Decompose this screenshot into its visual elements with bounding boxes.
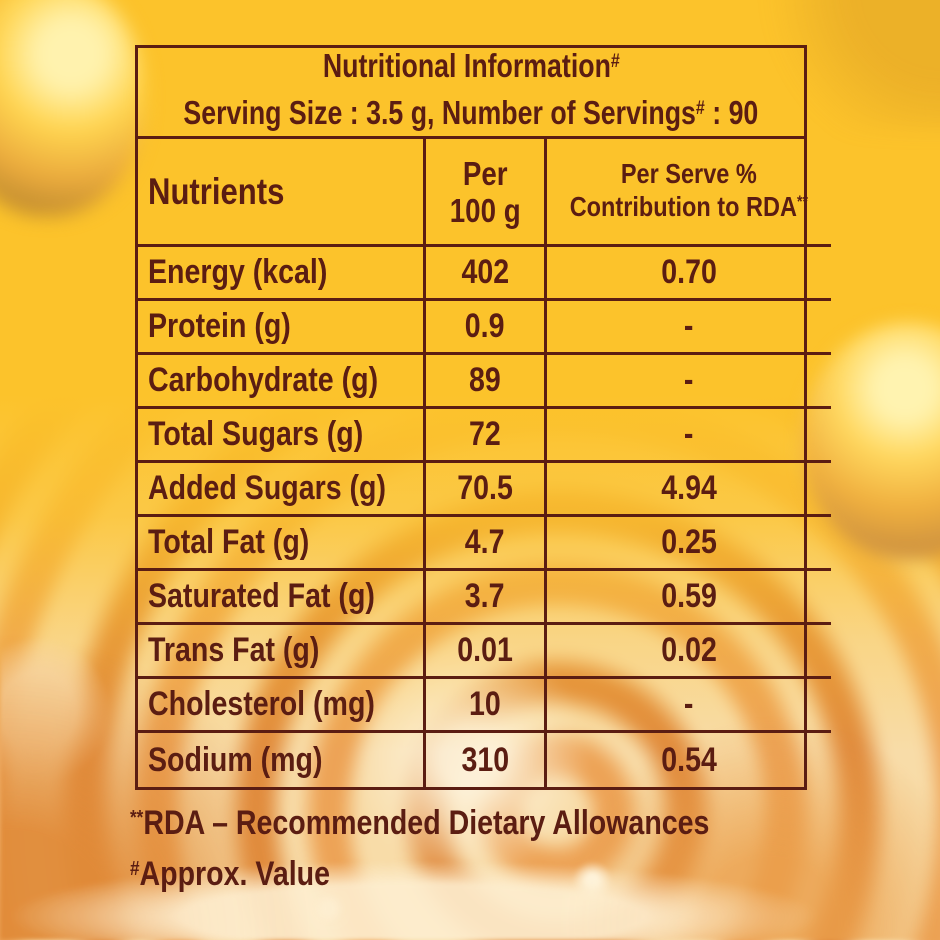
- per-100g-value: 72: [469, 415, 501, 453]
- per-100g-value: 3.7: [465, 577, 505, 615]
- serving-size-text: Serving Size : 3.5 g, Number of Servings: [183, 94, 697, 131]
- per-100g-value: 4.7: [465, 523, 505, 561]
- nutrient-name-cell: Trans Fat (g): [138, 625, 426, 679]
- rda-percent-value-cell: -: [547, 301, 831, 355]
- per-100g-header-line1: Per: [462, 154, 508, 192]
- footnote-rda-text: RDA – Recommended Dietary Allowances: [143, 804, 710, 842]
- per-100g-header-line2: 100 g: [449, 191, 521, 229]
- rda-percent-value-cell: -: [547, 409, 831, 463]
- per-100g-value: 0.01: [457, 631, 513, 669]
- nutrient-name-cell: Energy (kcal): [138, 247, 426, 301]
- rda-percent-value-cell: 0.70: [547, 247, 831, 301]
- per-100g-value: 0.9: [465, 307, 505, 345]
- serving-size-superscript: #: [696, 97, 705, 120]
- nutrient-name: Added Sugars (g): [148, 469, 387, 507]
- footnotes: **RDA – Recommended Dietary Allowances #…: [130, 800, 820, 902]
- corner-shade-top-right: [770, 0, 940, 130]
- rda-percent-value: -: [684, 685, 694, 723]
- nutrient-name-cell: Saturated Fat (g): [138, 571, 426, 625]
- rda-percent-value: 0.59: [661, 577, 717, 615]
- per-100g-value-cell: 4.7: [426, 517, 547, 571]
- column-header-rda: Per Serve % Contribution to RDA**: [547, 139, 831, 247]
- nutrient-name: Total Sugars (g): [148, 415, 364, 453]
- serving-count-text: : 90: [704, 94, 759, 131]
- rda-percent-value-cell: -: [547, 679, 831, 733]
- nutrient-name: Carbohydrate (g): [148, 361, 379, 399]
- nutrition-table: Nutritional Information# Serving Size : …: [135, 45, 831, 790]
- table-title-cell: Nutritional Information# Serving Size : …: [138, 45, 804, 139]
- rda-percent-value: 0.02: [661, 631, 717, 669]
- liquid-splash-art: [0, 545, 940, 940]
- nutrient-name-cell: Total Sugars (g): [138, 409, 426, 463]
- rda-percent-value: -: [684, 307, 694, 345]
- rda-percent-value-cell: 0.59: [547, 571, 831, 625]
- nutrient-name-cell: Total Fat (g): [138, 517, 426, 571]
- per-100g-value-cell: 310: [426, 733, 547, 787]
- per-100g-value-cell: 0.9: [426, 301, 547, 355]
- nutrient-name: Cholesterol (mg): [148, 685, 375, 723]
- rda-header-line2: Contribution to RDA**: [569, 190, 808, 222]
- nutrient-name: Energy (kcal): [148, 253, 328, 291]
- table-title-text: Nutritional Information: [322, 47, 611, 84]
- rda-percent-value: 0.70: [661, 253, 717, 291]
- per-100g-value: 402: [461, 253, 509, 291]
- per-100g-value-cell: 402: [426, 247, 547, 301]
- nutrient-name: Saturated Fat (g): [148, 577, 375, 615]
- footnote-approx-superscript: #: [130, 857, 140, 880]
- per-100g-value-cell: 70.5: [426, 463, 547, 517]
- footnote-rda-superscript: **: [130, 806, 144, 829]
- rda-percent-value-cell: 0.02: [547, 625, 831, 679]
- table-title-superscript: #: [610, 50, 620, 73]
- rda-percent-value: 0.54: [661, 740, 717, 779]
- per-100g-value: 10: [469, 685, 501, 723]
- rda-percent-value-cell: 0.25: [547, 517, 831, 571]
- per-100g-value-cell: 89: [426, 355, 547, 409]
- nutrients-header-label: Nutrients: [148, 170, 285, 212]
- nutrient-name-cell: Protein (g): [138, 301, 426, 355]
- nutrition-grid: Nutrients Per 100 g Per Serve % Contribu…: [138, 139, 831, 787]
- rda-percent-value-cell: 0.54: [547, 733, 831, 787]
- nutrient-name: Protein (g): [148, 307, 291, 345]
- footnote-approx-text: Approx. Value: [139, 855, 330, 893]
- footnote-rda: **RDA – Recommended Dietary Allowances: [130, 800, 820, 851]
- nutrient-name-cell: Added Sugars (g): [138, 463, 426, 517]
- nutrition-panel: Nutritional Information# Serving Size : …: [135, 45, 831, 790]
- per-100g-value-cell: 0.01: [426, 625, 547, 679]
- rda-header-superscript: **: [796, 192, 808, 212]
- rda-percent-value: -: [684, 361, 694, 399]
- per-100g-value: 70.5: [457, 469, 513, 507]
- serving-size-line: Serving Size : 3.5 g, Number of Servings…: [116, 92, 826, 139]
- per-100g-value: 310: [461, 740, 509, 779]
- rda-percent-value-cell: -: [547, 355, 831, 409]
- per-100g-value-cell: 10: [426, 679, 547, 733]
- footnote-approx: #Approx. Value: [130, 851, 820, 902]
- rda-percent-value: 4.94: [661, 469, 717, 507]
- nutrient-name: Total Fat (g): [148, 523, 310, 561]
- rda-percent-value: 0.25: [661, 523, 717, 561]
- nutrient-name-cell: Sodium (mg): [138, 733, 426, 787]
- nutrient-name-cell: Carbohydrate (g): [138, 355, 426, 409]
- rda-percent-value: -: [684, 415, 694, 453]
- column-header-nutrients: Nutrients: [138, 139, 426, 247]
- column-header-per-100g: Per 100 g: [426, 139, 547, 247]
- nutrient-name: Sodium (mg): [148, 740, 323, 779]
- per-100g-value-cell: 72: [426, 409, 547, 463]
- nutrient-name: Trans Fat (g): [148, 631, 320, 669]
- rda-header-line1: Per Serve %: [620, 157, 757, 189]
- nutrient-name-cell: Cholesterol (mg): [138, 679, 426, 733]
- table-title: Nutritional Information#: [288, 45, 655, 92]
- per-100g-value-cell: 3.7: [426, 571, 547, 625]
- rda-percent-value-cell: 4.94: [547, 463, 831, 517]
- per-100g-value: 89: [469, 361, 501, 399]
